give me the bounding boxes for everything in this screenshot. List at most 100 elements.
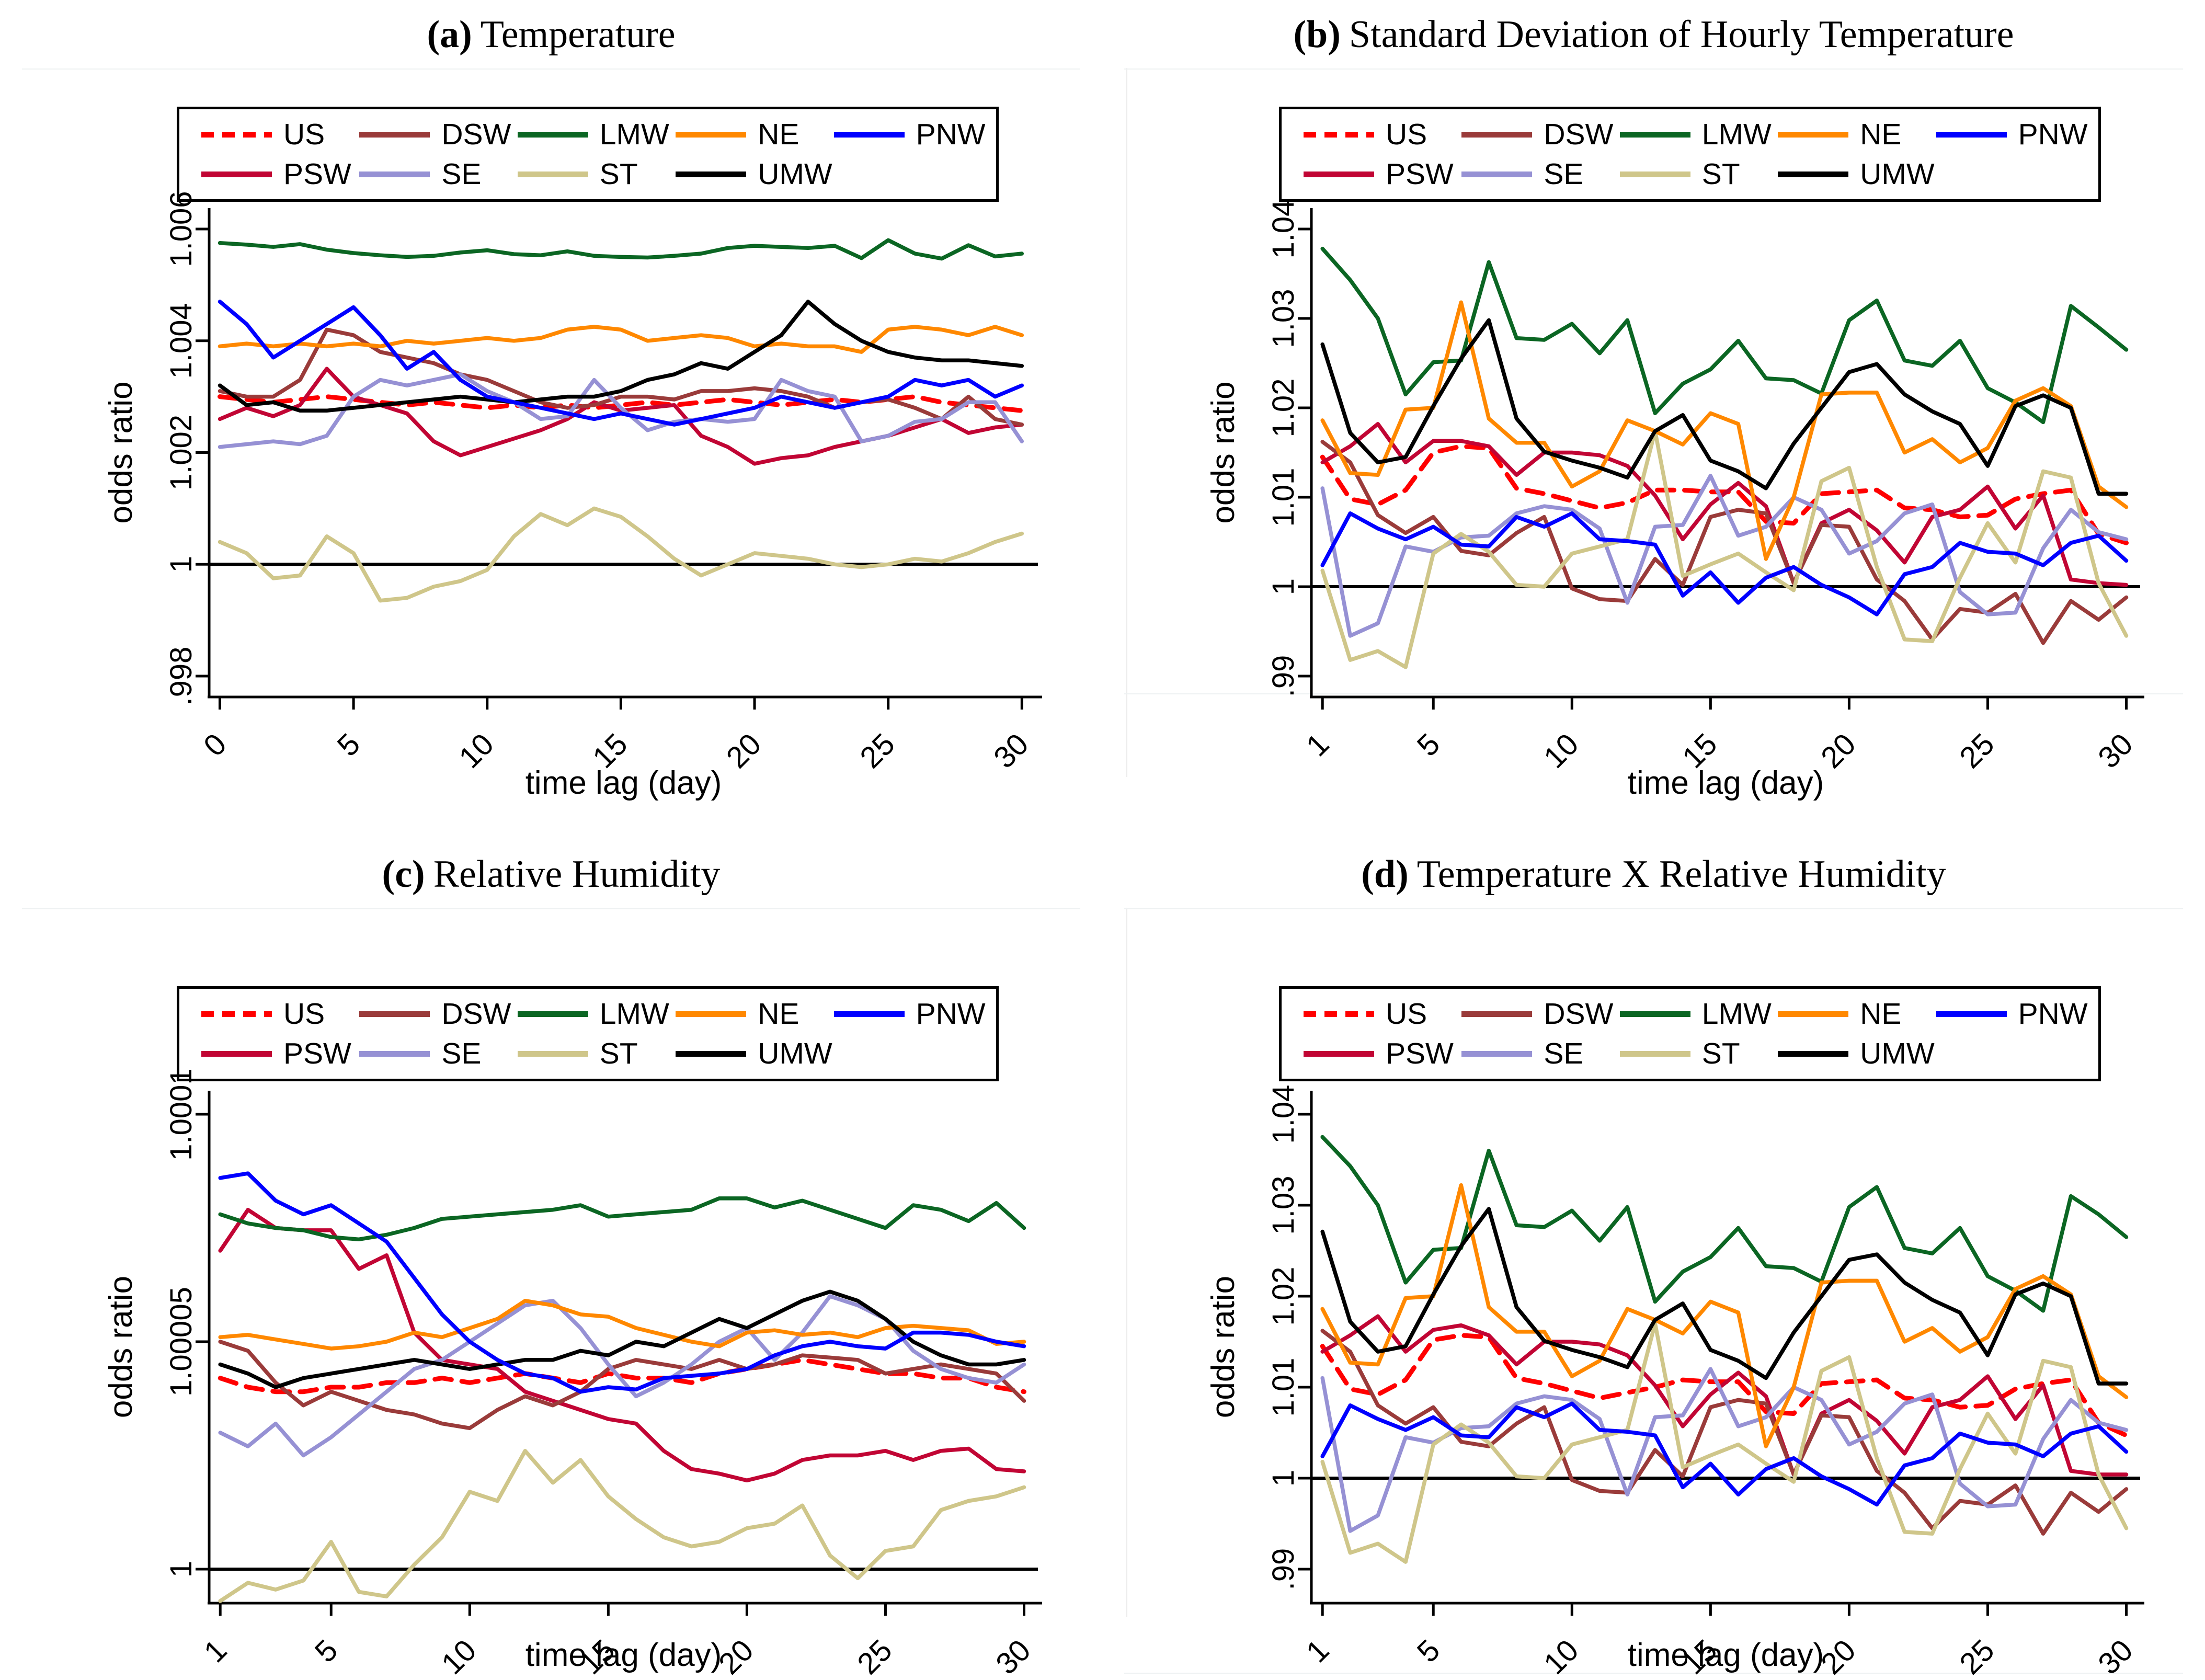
legend-label-umw: UMW: [758, 1037, 832, 1070]
legend-line-ne: [676, 131, 747, 138]
legend-line-us-dashed: [1304, 131, 1374, 138]
legend-item-us: US: [1304, 118, 1461, 151]
legend-line-pnw: [833, 1011, 905, 1017]
title-underline: [22, 68, 1080, 70]
y-axis-label: odds ratio: [1205, 381, 1241, 523]
legend-label-ne: NE: [1860, 997, 1902, 1031]
legend-item-psw: PSW: [1304, 157, 1461, 191]
x-tick-label: 10: [1537, 1633, 1585, 1680]
legend-item-pnw: PNW: [833, 118, 992, 151]
y-tick-label: 1: [1266, 578, 1300, 595]
x-tick-label: 5: [1411, 727, 1447, 763]
legend-item-st: ST: [1619, 157, 1778, 191]
legend-label-se: SE: [441, 1037, 482, 1070]
legend-label-umw: UMW: [1860, 157, 1935, 191]
legend-label-se: SE: [441, 157, 482, 191]
y-tick-label: 1.02: [1266, 1267, 1300, 1326]
panel-a-title-text: Temperature: [480, 13, 676, 56]
legend-item-lmw: LMW: [517, 997, 676, 1031]
y-tick-label: 1.04: [1266, 200, 1300, 259]
legend-item-umw: UMW: [676, 1037, 833, 1070]
y-tick-label: .998: [164, 647, 198, 706]
panel-b-title-text: Standard Deviation of Hourly Temperature: [1349, 13, 2014, 56]
y-tick-label: 1.01: [1266, 468, 1300, 527]
legend-line-dsw: [1461, 1011, 1533, 1017]
legend-line-se: [359, 1050, 430, 1057]
legend-label-us: US: [1386, 997, 1427, 1031]
panel-bottom-hairline: [1124, 1673, 2183, 1674]
legend-item-lmw: LMW: [1619, 997, 1778, 1031]
y-tick-label: 1.002: [164, 415, 198, 490]
y-tick-label: 1.02: [1266, 379, 1300, 438]
legend-line-st: [1619, 1050, 1690, 1057]
legend-label-dsw: DSW: [441, 997, 511, 1031]
panel-d-temperature-x-relative-humidity: (d) Temperature X Relative Humidity US DSW…: [1102, 840, 2205, 1680]
series-umw: [218, 300, 1024, 413]
legend-label-dsw: DSW: [1544, 997, 1614, 1031]
legend-item-us: US: [201, 997, 359, 1031]
legend-label-pnw: PNW: [2018, 997, 2088, 1031]
legend-line-psw: [1304, 171, 1374, 177]
legend-item-ne: NE: [676, 997, 833, 1031]
y-tick-label: 1.004: [164, 303, 198, 379]
legend-label-psw: PSW: [283, 1037, 351, 1070]
legend-line-ne: [1778, 131, 1849, 138]
series-psw: [218, 1207, 1026, 1483]
legend-item-st: ST: [1619, 1037, 1778, 1070]
legend-label-lmw: LMW: [599, 118, 669, 151]
legend-label-ne: NE: [1860, 118, 1902, 151]
x-axis-label: time lag (day): [525, 765, 722, 801]
legend-label-us: US: [283, 997, 325, 1031]
series-st: [218, 1449, 1026, 1603]
series-dsw: [218, 327, 1024, 427]
legend-label-st: ST: [1701, 157, 1740, 191]
panel-a-title: (a) Temperature: [0, 13, 1102, 57]
y-tick-label: .99: [1266, 655, 1300, 698]
x-tick-label: 30: [987, 727, 1035, 775]
panel-d-title: (d) Temperature X Relative Humidity: [1102, 852, 2205, 897]
legend-line-psw: [201, 1050, 272, 1057]
legend-line-umw: [1778, 1050, 1849, 1057]
x-tick-label: 25: [851, 1633, 899, 1680]
legend-label-se: SE: [1544, 1037, 1584, 1070]
legend-label-us: US: [283, 118, 325, 151]
series-lmw: [1320, 1135, 2129, 1313]
legend-item-st: ST: [517, 157, 676, 191]
y-tick-label: .99: [1266, 1548, 1300, 1591]
series-pnw: [218, 1171, 1026, 1394]
title-underline: [22, 908, 1080, 909]
series-umw: [1320, 318, 2129, 496]
series-st: [1320, 1321, 2129, 1564]
legend-label-lmw: LMW: [1701, 997, 1772, 1031]
legend-item-pnw: PNW: [833, 997, 992, 1031]
x-tick-label: 25: [1953, 727, 2001, 775]
legend-label-dsw: DSW: [441, 118, 511, 151]
legend-line-pnw: [833, 131, 905, 138]
legend-label-pnw: PNW: [916, 118, 986, 151]
legend-label-ne: NE: [758, 118, 799, 151]
legend-line-st: [517, 171, 588, 177]
legend-line-lmw: [1619, 1011, 1690, 1017]
title-underline: [1124, 908, 2183, 909]
series-dsw: [1320, 440, 2129, 645]
series-se: [1320, 474, 2129, 638]
legend-line-ne: [1778, 1011, 1849, 1017]
legend-line-lmw: [517, 131, 588, 138]
legend-line-ne: [676, 1011, 747, 1017]
title-underline: [1124, 68, 2183, 70]
legend-line-psw: [1304, 1050, 1374, 1057]
x-tick-label: 5: [331, 727, 367, 763]
x-axis-label: time lag (day): [1628, 765, 1824, 801]
legend-label-st: ST: [599, 1037, 638, 1070]
legend-line-us-dashed: [1304, 1011, 1374, 1017]
legend-item-ne: NE: [1778, 118, 1936, 151]
series-psw: [1320, 422, 2129, 587]
legend-label-st: ST: [599, 157, 638, 191]
series-ne: [1320, 300, 2129, 561]
legend-label-st: ST: [1701, 1037, 1740, 1070]
x-axis-label: time lag (day): [1628, 1637, 1824, 1673]
series-ne: [218, 1298, 1026, 1351]
